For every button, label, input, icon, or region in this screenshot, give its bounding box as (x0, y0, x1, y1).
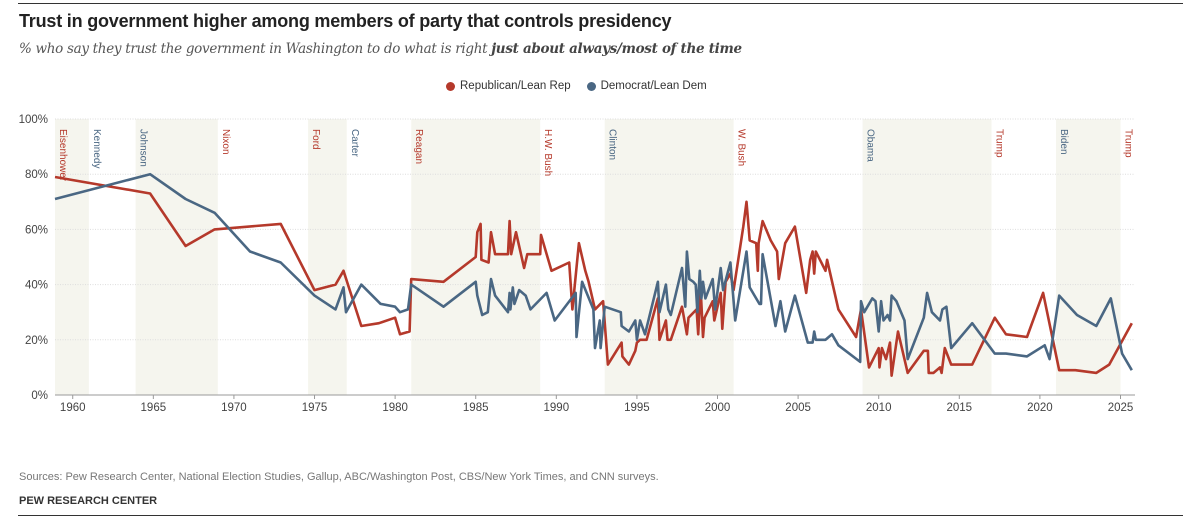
president-label: Obama (865, 129, 876, 162)
x-tick-label: 2005 (785, 402, 811, 414)
president-label: H.W. Bush (542, 129, 553, 176)
y-tick-label: 80% (25, 169, 48, 181)
chart-title: Trust in government higher among members… (19, 11, 672, 31)
top-rule (18, 3, 1183, 4)
source-note: Sources: Pew Research Center, National E… (19, 471, 659, 483)
presidency-band (862, 119, 992, 395)
x-tick-label: 1985 (463, 402, 489, 414)
brand-logo-text: PEW RESEARCH CENTER (19, 495, 158, 507)
president-label: Trump (1122, 129, 1133, 158)
legend-swatch-republican (446, 81, 455, 91)
president-label: Trump (994, 129, 1005, 158)
x-tick-label: 2025 (1108, 402, 1134, 414)
democrat-series-line (54, 172, 1133, 371)
presidency-band (604, 119, 734, 395)
subtitle-emphasis: just about always/most of the time (491, 41, 742, 57)
y-tick-label: 100% (19, 114, 48, 126)
president-label: Carter (349, 129, 360, 157)
president-label: Nixon (220, 129, 231, 155)
republican-series-line (54, 175, 1133, 377)
x-tick-label: 2000 (705, 402, 731, 414)
president-label: Eisenhower (57, 129, 68, 182)
y-tick-label: 20% (25, 335, 48, 347)
president-label: Biden (1058, 129, 1069, 155)
bottom-rule (18, 515, 1183, 516)
presidency-band (55, 119, 89, 395)
legend-label-democrat: Democrat/Lean Dem (600, 80, 707, 92)
chart-subtitle: % who say they trust the government in W… (19, 41, 742, 57)
y-tick-label: 0% (31, 390, 48, 402)
legend-item-republican: Republican/Lean Rep (446, 80, 571, 92)
x-tick-label: 2020 (1027, 402, 1053, 414)
x-tick-label: 2015 (947, 402, 973, 414)
president-label: Reagan (413, 129, 424, 164)
presidency-band (135, 119, 218, 395)
x-tick-label: 2010 (866, 402, 892, 414)
x-tick-label: 1990 (544, 402, 570, 414)
presidency-band (1056, 119, 1121, 395)
x-tick-label: 1975 (302, 402, 328, 414)
x-tick-label: 1965 (141, 402, 167, 414)
president-label: W. Bush (736, 129, 747, 166)
legend-item-democrat: Democrat/Lean Dem (586, 80, 707, 92)
president-label: Kennedy (91, 129, 102, 168)
president-label: Johnson (138, 129, 149, 167)
presidency-band (308, 119, 347, 395)
x-tick-label: 1980 (382, 402, 408, 414)
legend-swatch-democrat (586, 81, 596, 91)
legend: Republican/Lean Rep Democrat/Lean Dem (446, 80, 707, 92)
president-label: Ford (310, 129, 321, 150)
y-tick-label: 60% (25, 224, 48, 236)
subtitle-text: % who say they trust the government in W… (19, 41, 492, 57)
legend-label-republican: Republican/Lean Rep (460, 80, 571, 92)
y-tick-label: 40% (25, 280, 48, 292)
president-label: Clinton (607, 129, 618, 160)
x-tick-label: 1995 (624, 402, 650, 414)
x-tick-label: 1970 (221, 402, 247, 414)
x-tick-label: 1960 (60, 402, 86, 414)
